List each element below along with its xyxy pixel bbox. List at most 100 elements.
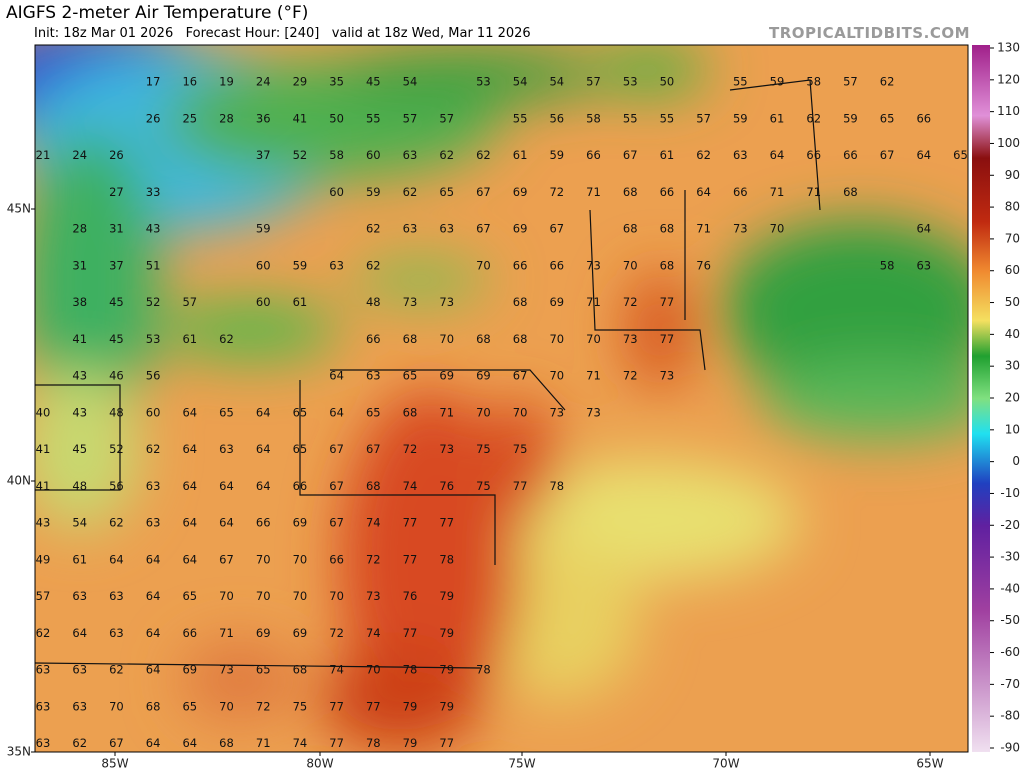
station-temp: 79 xyxy=(439,589,454,603)
station-temp: 75 xyxy=(513,442,528,456)
station-temp: 41 xyxy=(293,111,308,125)
station-temp: 57 xyxy=(36,589,51,603)
station-temp: 50 xyxy=(660,75,675,89)
station-temp: 37 xyxy=(256,148,271,162)
station-temp: 16 xyxy=(182,75,197,89)
station-temp: 71 xyxy=(806,185,821,199)
station-temp: 73 xyxy=(439,442,454,456)
station-temp: 64 xyxy=(770,148,785,162)
colorbar-label: -10 xyxy=(1000,486,1020,500)
station-temp: 71 xyxy=(696,222,711,236)
station-temp: 27 xyxy=(109,185,124,199)
station-temp: 71 xyxy=(770,185,785,199)
station-temp: 57 xyxy=(586,75,601,89)
station-temp: 63 xyxy=(109,589,124,603)
station-temp: 64 xyxy=(219,516,234,530)
station-temp: 57 xyxy=(696,111,711,125)
station-temp: 19 xyxy=(219,75,234,89)
station-temp: 63 xyxy=(72,663,87,677)
station-temp: 64 xyxy=(182,736,197,750)
station-temp: 70 xyxy=(109,699,124,713)
station-temp: 58 xyxy=(880,258,895,272)
station-temp: 49 xyxy=(36,552,51,566)
station-temp: 73 xyxy=(219,663,234,677)
station-temp: 70 xyxy=(293,589,308,603)
station-temp: 65 xyxy=(182,589,197,603)
station-temp: 65 xyxy=(403,369,418,383)
lon-label: 85W xyxy=(101,757,128,771)
station-temp: 66 xyxy=(513,258,528,272)
station-temp: 50 xyxy=(329,111,344,125)
colorbar-label: -80 xyxy=(1000,709,1020,723)
station-temp: 69 xyxy=(439,369,454,383)
station-temp: 76 xyxy=(439,479,454,493)
station-temp: 57 xyxy=(182,295,197,309)
station-temp: 70 xyxy=(476,258,491,272)
station-temp: 66 xyxy=(329,552,344,566)
station-temp: 70 xyxy=(329,589,344,603)
station-temp: 66 xyxy=(256,516,271,530)
station-temp: 66 xyxy=(660,185,675,199)
station-temp: 62 xyxy=(880,75,895,89)
station-temp: 64 xyxy=(146,552,161,566)
station-temp: 68 xyxy=(623,185,638,199)
station-temp: 54 xyxy=(403,75,418,89)
station-temp: 64 xyxy=(182,442,197,456)
station-temp: 66 xyxy=(733,185,748,199)
station-temp: 64 xyxy=(256,442,271,456)
station-temp: 28 xyxy=(72,222,87,236)
station-temp: 26 xyxy=(146,111,161,125)
station-temp: 72 xyxy=(403,442,418,456)
colorbar-label: 60 xyxy=(1005,263,1020,277)
station-temp: 68 xyxy=(403,405,418,419)
station-temp: 45 xyxy=(366,75,381,89)
station-temp: 70 xyxy=(476,405,491,419)
station-temp: 55 xyxy=(513,111,528,125)
station-temp: 70 xyxy=(549,332,564,346)
station-temp: 73 xyxy=(439,295,454,309)
station-temp: 72 xyxy=(623,295,638,309)
station-temp: 48 xyxy=(109,405,124,419)
station-temp: 59 xyxy=(733,111,748,125)
station-temp: 43 xyxy=(146,222,161,236)
station-temp: 68 xyxy=(660,258,675,272)
station-temp: 77 xyxy=(513,479,528,493)
station-temp: 73 xyxy=(549,405,564,419)
lon-label: 75W xyxy=(508,757,535,771)
station-temp: 56 xyxy=(146,369,161,383)
station-temp: 67 xyxy=(549,222,564,236)
station-temp: 64 xyxy=(182,405,197,419)
station-temp: 62 xyxy=(403,185,418,199)
station-temp: 68 xyxy=(843,185,858,199)
station-temp: 40 xyxy=(36,405,51,419)
station-temp: 65 xyxy=(219,405,234,419)
station-temp: 68 xyxy=(403,332,418,346)
station-temp: 67 xyxy=(329,516,344,530)
station-temp: 63 xyxy=(36,699,51,713)
station-temp: 51 xyxy=(146,258,161,272)
station-temp: 71 xyxy=(586,295,601,309)
station-temp: 61 xyxy=(513,148,528,162)
station-temp: 52 xyxy=(293,148,308,162)
station-temp: 69 xyxy=(513,222,528,236)
station-temp: 56 xyxy=(109,479,124,493)
station-temp: 61 xyxy=(770,111,785,125)
title: AIGFS 2-meter Air Temperature (°F) xyxy=(6,3,309,23)
station-temp: 69 xyxy=(293,626,308,640)
station-temp: 53 xyxy=(146,332,161,346)
colorbar-label: -70 xyxy=(1000,677,1020,691)
colorbar-label: 100 xyxy=(997,136,1020,150)
colorbar-label: 80 xyxy=(1005,200,1020,214)
station-temp: 17 xyxy=(146,75,161,89)
station-temp: 59 xyxy=(549,148,564,162)
station-temp: 41 xyxy=(36,442,51,456)
station-temp: 64 xyxy=(72,626,87,640)
colorbar-label: 0 xyxy=(1012,454,1020,468)
station-temp: 56 xyxy=(549,111,564,125)
station-temp: 67 xyxy=(476,185,491,199)
station-temp: 65 xyxy=(293,405,308,419)
station-temp: 33 xyxy=(146,185,161,199)
station-temp: 60 xyxy=(146,405,161,419)
station-temp: 29 xyxy=(293,75,308,89)
station-temp: 73 xyxy=(586,258,601,272)
